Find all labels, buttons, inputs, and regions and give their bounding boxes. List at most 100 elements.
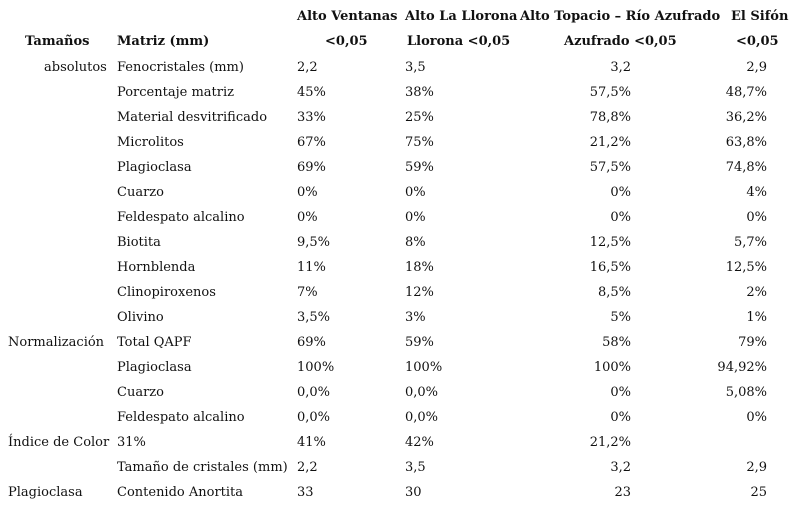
row-label: Olivino: [117, 310, 164, 325]
value-alto-ventanas: 0%: [297, 185, 318, 200]
row-label: Feldespato alcalino: [117, 410, 245, 425]
group-label: Índice de Color: [8, 435, 110, 450]
matriz-alto-ventanas: <0,05: [325, 34, 368, 49]
value-alto-ventanas: 0,0%: [297, 410, 331, 425]
group-label: absolutos: [44, 60, 107, 75]
row-label: Biotita: [117, 235, 161, 250]
value-el-sifon: 94,92%: [717, 360, 767, 375]
row-label: Cuarzo: [117, 185, 164, 200]
row-label: Clinopiroxenos: [117, 285, 216, 300]
value-alto-la-llorona: 12%: [405, 285, 434, 300]
value-alto-topacio: 21,2%: [589, 435, 631, 450]
value-el-sifon: 79%: [738, 335, 767, 350]
value-alto-la-llorona: 75%: [405, 135, 434, 150]
value-alto-ventanas: 69%: [297, 335, 326, 350]
value-alto-ventanas: 9,5%: [297, 235, 331, 250]
value-alto-topacio: 5%: [610, 310, 631, 325]
value-alto-la-llorona: 0%: [405, 185, 426, 200]
value-alto-la-llorona: 18%: [405, 260, 434, 275]
value-el-sifon: 5,7%: [733, 235, 767, 250]
value-alto-ventanas: 41%: [297, 435, 326, 450]
group-label: Normalización: [8, 335, 105, 350]
col-header-alto-topacio: Alto Topacio – Río Azufrado: [520, 9, 721, 24]
value-alto-la-llorona: 3,5: [405, 60, 426, 75]
matriz-el-sifon: <0,05: [736, 34, 779, 49]
value-alto-ventanas: 7%: [297, 285, 318, 300]
value-alto-la-llorona: 30: [405, 485, 422, 500]
value-el-sifon: 25: [750, 485, 767, 500]
value-alto-la-llorona: 3,5: [405, 460, 426, 475]
value-alto-ventanas: 33%: [297, 110, 326, 125]
value-el-sifon: 4%: [746, 185, 767, 200]
value-alto-topacio: 23: [614, 485, 631, 500]
row-label: 31%: [117, 435, 146, 450]
value-alto-la-llorona: 3%: [405, 310, 426, 325]
value-alto-ventanas: 67%: [297, 135, 326, 150]
value-el-sifon: 1%: [746, 310, 767, 325]
value-alto-la-llorona: 42%: [405, 435, 434, 450]
value-alto-topacio: 0%: [610, 385, 631, 400]
row-label: Plagioclasa: [117, 160, 192, 175]
row-label: Tamaño de cristales (mm): [117, 460, 288, 475]
value-alto-topacio: 0%: [610, 410, 631, 425]
row-label: Material desvitrificado: [117, 110, 268, 125]
value-alto-topacio: 21,2%: [589, 135, 631, 150]
value-alto-topacio: 58%: [602, 335, 631, 350]
value-el-sifon: 2%: [746, 285, 767, 300]
col-header-el-sifon: El Sifón: [731, 9, 789, 24]
row-label: Cuarzo: [117, 385, 164, 400]
value-el-sifon: 36,2%: [725, 110, 767, 125]
row-label: Total QAPF: [117, 335, 192, 350]
value-alto-topacio: 12,5%: [589, 235, 631, 250]
value-alto-ventanas: 2,2: [297, 60, 318, 75]
value-el-sifon: 5,08%: [725, 385, 767, 400]
value-alto-ventanas: 3,5%: [297, 310, 331, 325]
row-label: Plagioclasa: [117, 360, 192, 375]
value-alto-ventanas: 33: [297, 485, 314, 500]
value-alto-topacio: 78,8%: [589, 110, 631, 125]
value-alto-topacio: 57,5%: [589, 85, 631, 100]
value-alto-topacio: 0%: [610, 210, 631, 225]
row-label: Hornblenda: [117, 260, 196, 275]
value-alto-la-llorona: 38%: [405, 85, 434, 100]
value-alto-topacio: 100%: [593, 360, 631, 375]
col-header-alto-la-llorona: Alto La Llorona: [405, 9, 518, 24]
group-label: Plagioclasa: [8, 485, 83, 500]
row-header-matriz: Matriz (mm): [117, 34, 210, 49]
value-el-sifon: 48,7%: [725, 85, 767, 100]
value-alto-topacio: 3,2: [610, 460, 631, 475]
value-alto-la-llorona: 0,0%: [405, 385, 439, 400]
value-alto-la-llorona: 25%: [405, 110, 434, 125]
value-alto-la-llorona: 100%: [405, 360, 443, 375]
value-alto-topacio: 0%: [610, 185, 631, 200]
value-el-sifon: 2,9: [746, 460, 767, 475]
value-el-sifon: 0%: [746, 210, 767, 225]
value-alto-ventanas: 45%: [297, 85, 326, 100]
row-label: Contenido Anortita: [117, 485, 244, 500]
value-alto-topacio: 8,5%: [597, 285, 631, 300]
value-alto-ventanas: 0,0%: [297, 385, 331, 400]
value-el-sifon: 2,9: [746, 60, 767, 75]
row-header-tamanos: Tamaños: [25, 34, 90, 49]
matriz-alto-topacio: Azufrado <0,05: [564, 34, 677, 49]
value-el-sifon: 63,8%: [725, 135, 767, 150]
value-alto-la-llorona: 59%: [405, 160, 434, 175]
row-label: Fenocristales (mm): [117, 60, 244, 75]
col-header-alto-ventanas: Alto Ventanas: [297, 9, 398, 24]
value-alto-la-llorona: 59%: [405, 335, 434, 350]
row-label: Feldespato alcalino: [117, 210, 245, 225]
value-alto-ventanas: 2,2: [297, 460, 318, 475]
row-label: Microlitos: [117, 135, 184, 150]
row-label: Porcentaje matriz: [117, 85, 234, 100]
value-alto-ventanas: 0%: [297, 210, 318, 225]
value-alto-ventanas: 11%: [297, 260, 326, 275]
value-alto-ventanas: 100%: [297, 360, 335, 375]
value-alto-topacio: 57,5%: [589, 160, 631, 175]
value-alto-ventanas: 69%: [297, 160, 326, 175]
matriz-alto-la-llorona: Llorona <0,05: [407, 34, 511, 49]
value-el-sifon: 0%: [746, 410, 767, 425]
value-alto-topacio: 3,2: [610, 60, 631, 75]
value-alto-la-llorona: 0%: [405, 210, 426, 225]
value-alto-la-llorona: 8%: [405, 235, 426, 250]
